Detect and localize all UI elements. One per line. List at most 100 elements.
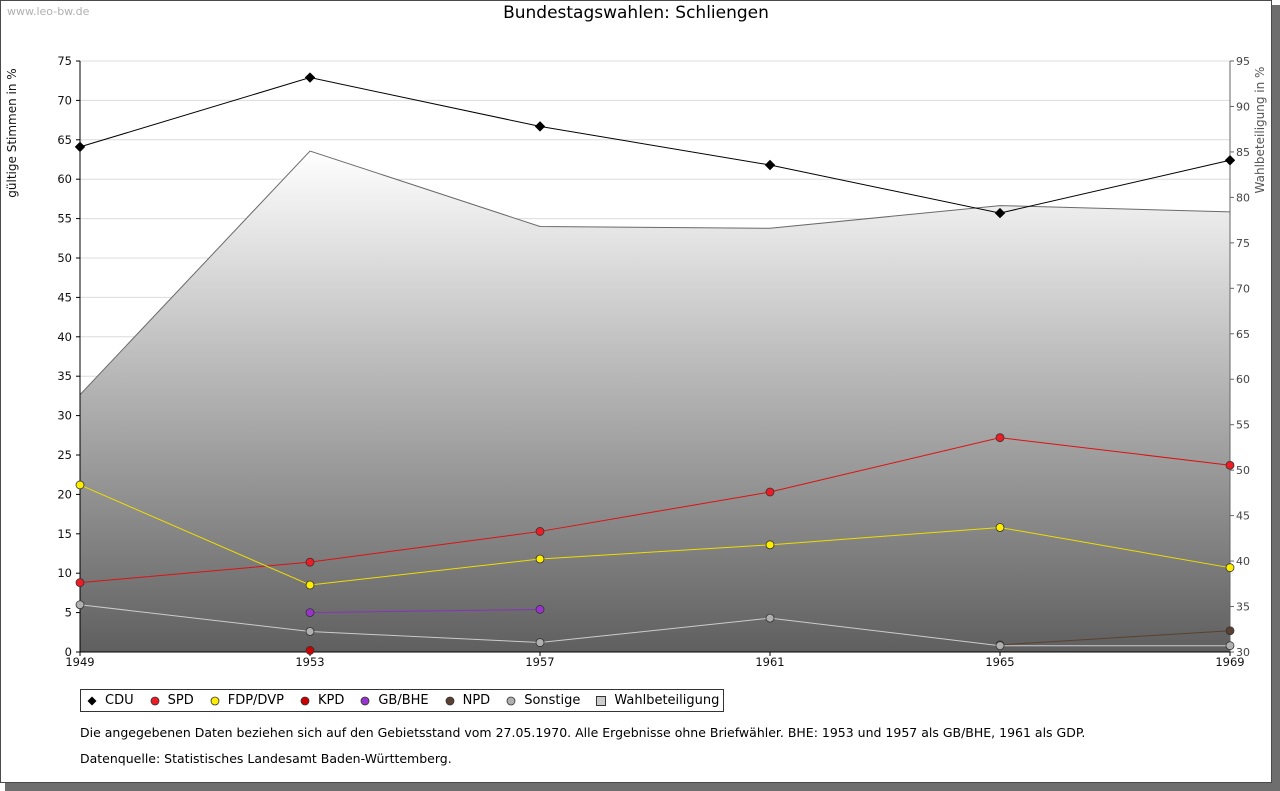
axes: 0 5 10 15 20 25 30 35 40 45 50 55 60 65 70 75 30 35 40 45 50… [57,54,1250,669]
y-tick-label: 60 [57,172,72,186]
legend-item-spd: SPD [150,693,194,708]
series-fdp-dvp [75,480,1235,590]
legend-item-cdu: CDU [87,693,134,708]
y-tick-label: 45 [57,290,72,304]
x-tick-label: 1957 [525,655,554,669]
turnout-line [79,150,1231,396]
legend-item-wahlbeteiligung: Wahlbeteiligung [596,693,719,708]
y-tick-label: 70 [57,93,72,107]
point-spd [995,433,1005,443]
frame-shadow-right [1272,5,1280,791]
legend-label: Wahlbeteiligung [614,693,720,708]
legend-label: GB/BHE [378,693,429,708]
legend-item-sonstige: Sonstige [506,693,580,708]
x-tick-label: 1961 [755,655,784,669]
x-tick-label: 1969 [1215,655,1244,669]
point-fdp-dvp [765,540,775,550]
point-cdu [534,121,546,132]
line-gb-bhe [309,608,541,614]
point-spd [75,578,85,588]
turnout-area [80,151,1230,652]
y-tick-label: 75 [57,54,72,68]
line-fdp-dvp [79,484,1231,586]
point-cdu [1224,155,1236,166]
point-fdp-dvp [535,554,545,564]
y-tick-label: 30 [57,409,72,423]
point-spd [765,487,775,497]
y2-tick-label: 80 [1236,191,1250,204]
y2-tick-label: 30 [1236,646,1250,659]
point-fdp-dvp [75,480,85,490]
line-cdu [79,77,1231,214]
legend-marker-spd [150,696,160,705]
legend-marker-fdp-dvp [210,696,220,705]
point-gb-bhe [305,608,315,617]
footnote: Die angegebenen Daten beziehen sich auf … [80,725,1086,740]
series-gb-bhe [305,605,545,617]
y2-tick-label: 40 [1236,555,1250,568]
point-sonstige [535,638,545,647]
series-spd [75,433,1235,588]
y-tick-label: 35 [57,369,72,383]
point-sonstige [995,641,1005,651]
y2-tick-label: 50 [1236,464,1250,477]
series-cdu [74,72,1236,219]
watermark: www.leo-bw.de [7,5,90,18]
point-fdp-dvp [995,523,1005,532]
y-tick-label: 20 [57,487,72,501]
y-tick-label: 40 [57,330,72,344]
point-sonstige [75,600,85,610]
y-axis-title-right: Wahlbeteiligung in % [1253,67,1267,194]
y2-tick-label: 65 [1236,328,1250,341]
series-kpd [305,646,315,655]
point-sonstige [1225,641,1235,651]
y2-tick-label: 70 [1236,282,1250,295]
point-fdp-dvp [1225,563,1235,573]
y-tick-label: 10 [57,566,72,580]
point-spd [305,557,315,567]
point-npd [1225,626,1235,636]
legend-item-kpd: KPD [300,693,344,708]
x-tick-label: 1953 [295,655,324,669]
y2-tick-label: 45 [1236,510,1250,523]
point-cdu [304,72,316,83]
point-spd [1225,460,1235,470]
y-tick-label: 0 [65,645,72,659]
legend-label: FDP/DVP [227,693,284,708]
chart-title: Bundestagswahlen: Schliengen [503,3,769,23]
legend-marker-gb-bhe [360,696,370,705]
legend-item-gb-bhe: GB/BHE [360,693,429,708]
legend: CDU SPD FDP/DVP KPD GB/BHE NPD Sonstige Wahlbet… [80,689,725,712]
legend-marker-sonstige [506,696,516,705]
point-sonstige [305,627,315,636]
legend-label: Sonstige [524,693,581,708]
line-spd [79,437,1231,584]
legend-label: SPD [167,693,194,708]
point-kpd [305,646,315,655]
line-sonstige [79,604,1230,647]
y2-tick-label: 95 [1236,55,1250,68]
y-tick-label: 15 [57,527,72,541]
y-tick-label: 50 [57,251,72,265]
y2-tick-label: 75 [1236,237,1250,250]
x-tick-label: 1949 [65,655,94,669]
point-gb-bhe [535,605,545,614]
y-tick-label: 25 [57,448,72,462]
point-spd [535,527,545,536]
legend-item-npd: NPD [445,693,491,708]
series-layer [74,72,1236,655]
legend-label: NPD [462,693,491,708]
y2-tick-label: 55 [1236,419,1250,432]
legend-marker-kpd [300,696,310,705]
legend-marker-cdu [87,696,97,705]
legend-label: KPD [317,693,345,708]
legend-item-fdp-dvp: FDP/DVP [210,693,284,708]
point-fdp-dvp [305,580,315,590]
point-cdu [994,207,1006,219]
frame-shadow-bottom [5,783,1280,791]
y-tick-label: 65 [57,133,72,147]
legend-marker-npd [445,696,455,705]
legend-marker-wahlbeteiligung [596,695,607,706]
data-source: Datenquelle: Statistisches Landesamt Bad… [80,751,452,766]
chart-plot: 0 5 10 15 20 25 30 35 40 45 50 55 60 65 70 75 30 35 40 45 50… [5,54,1267,669]
